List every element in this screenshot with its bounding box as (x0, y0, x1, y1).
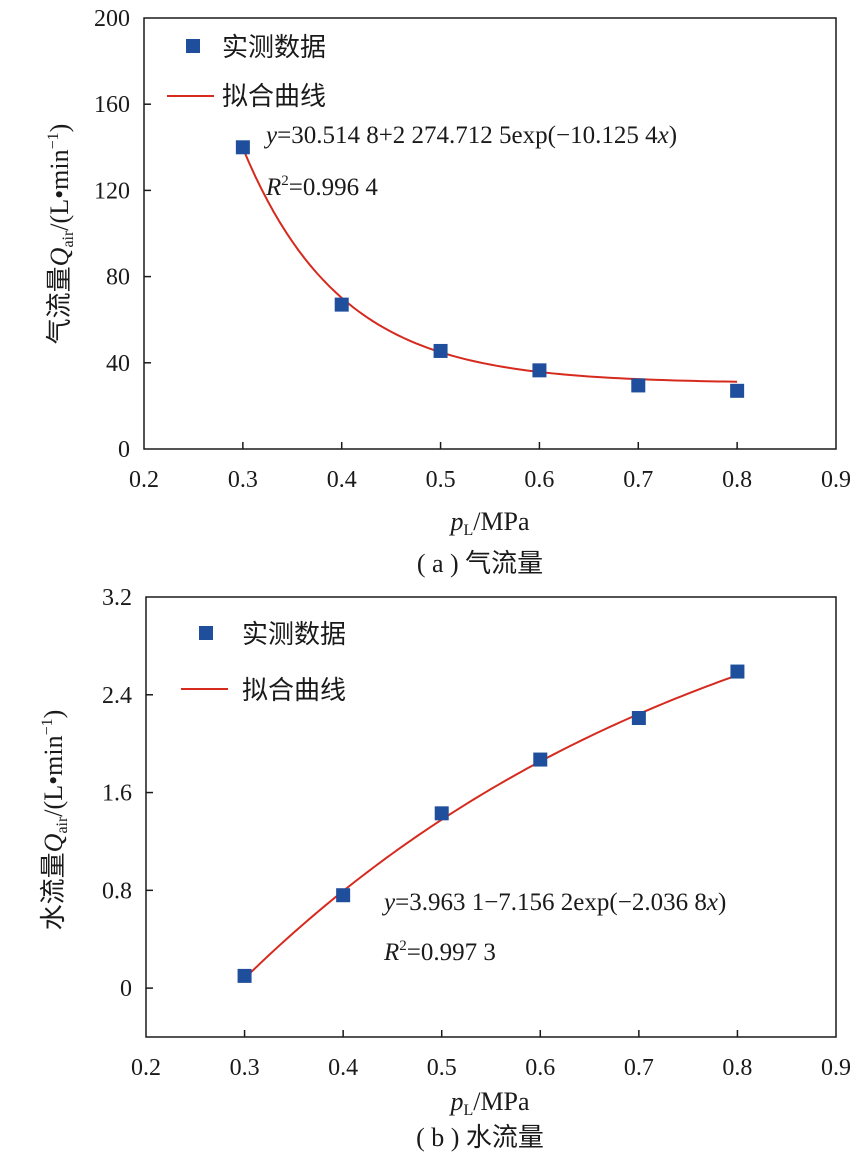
x-tick-label-a: 0.4 (327, 467, 357, 493)
data-point-a (631, 378, 646, 393)
fit-curve-a (241, 147, 738, 383)
tick-marks-a (144, 103, 738, 449)
legend-label-scatter-a: 实测数据 (222, 33, 326, 63)
legend-label-scatter-b: 实测数据 (242, 620, 346, 650)
x-tick-labels-b: 0.2 0.3 0.4 0.5 0.6 0.7 0.8 0.9 (131, 1055, 851, 1081)
data-point-a (334, 297, 349, 312)
data-point-b (533, 752, 548, 767)
x-tick-label-b: 0.4 (328, 1055, 358, 1081)
r-squared-b: R2=0.997 3 (383, 938, 496, 966)
r-squared-a: R2=0.996 4 (265, 173, 378, 201)
x-tick-label-b: 0.6 (525, 1055, 555, 1081)
y-tick-label-b: 0 (120, 976, 132, 1002)
caption-a: ( a ) 气流量 (417, 549, 543, 578)
x-axis-label-a: pL/MPa (448, 507, 530, 539)
data-point-b (730, 664, 745, 679)
y-tick-label-b: 3.2 (102, 585, 132, 611)
y-tick-label-a: 80 (106, 265, 130, 291)
fit-equation-a: y=30.514 8+2 274.712 5exp(−10.125 4x) (263, 122, 677, 149)
fit-equation-b: y=3.963 1−7.156 2exp(−2.036 8x) (381, 889, 726, 916)
chart-water-flow: 0.2 0.3 0.4 0.5 0.6 0.7 0.8 0.9 0 0.8 1.6 2.4 3.2 实… (39, 585, 851, 1152)
data-point-a (235, 140, 250, 155)
caption-b: ( b ) 水流量 (416, 1123, 544, 1152)
y-tick-labels-a: 0 40 80 120 160 200 (94, 6, 130, 463)
y-tick-label-a: 40 (106, 351, 130, 377)
x-tick-label-a: 0.3 (228, 467, 258, 493)
x-tick-label-b: 0.7 (624, 1055, 654, 1081)
y-tick-label-a: 160 (94, 92, 130, 118)
data-points-a (235, 140, 745, 398)
y-tick-label-b: 1.6 (102, 781, 132, 807)
data-point-b (434, 806, 449, 821)
x-tick-label-b: 0.5 (427, 1055, 457, 1081)
y-tick-label-b: 0.8 (102, 878, 132, 904)
x-tick-label-a: 0.6 (524, 467, 554, 493)
y-tick-label-a: 0 (118, 437, 130, 463)
data-points-b (237, 664, 745, 983)
data-point-b (631, 711, 646, 725)
x-tick-label-b: 0.2 (131, 1055, 161, 1081)
data-point-b (237, 968, 252, 983)
y-tick-label-a: 120 (94, 178, 130, 204)
x-tick-label-a: 0.5 (426, 467, 456, 493)
x-axis-label-b: pL/MPa (448, 1087, 530, 1119)
legend-marker-scatter-b (199, 626, 213, 640)
tick-marks-b (146, 694, 739, 1037)
legend-label-line-b: 拟合曲线 (242, 676, 346, 706)
chart-gas-flow: 0.2 0.3 0.4 0.5 0.6 0.7 0.8 0.9 04080120160200 … (45, 6, 851, 578)
x-tick-label-b: 0.8 (722, 1055, 752, 1081)
y-tick-label-a: 200 (94, 6, 130, 32)
x-tick-label-a: 0.2 (129, 467, 159, 493)
legend-b: 实测数据 拟合曲线 (181, 620, 346, 706)
x-tick-label-b: 0.9 (821, 1055, 851, 1081)
legend-marker-scatter-a (186, 39, 200, 53)
data-point-a (433, 343, 448, 358)
y-axis-label-b: 水流量Qair/(L•min−1) (39, 710, 71, 931)
plot-frame-a (143, 17, 837, 450)
x-tick-label-a: 0.8 (722, 467, 752, 493)
x-tick-labels-a: 0.2 0.3 0.4 0.5 0.6 0.7 0.8 0.9 (129, 467, 851, 493)
y-tick-labels-b: 0 0.8 1.6 2.4 3.2 (102, 585, 132, 1002)
y-tick-label-b: 2.4 (102, 683, 132, 709)
x-tick-label-b: 0.3 (230, 1055, 260, 1081)
legend-a: 实测数据 拟合曲线 (167, 33, 326, 112)
plot-frame-b (145, 596, 837, 1038)
data-point-a (730, 383, 745, 398)
x-tick-label-a: 0.9 (821, 467, 851, 493)
legend-label-line-a: 拟合曲线 (222, 82, 326, 112)
data-point-b (336, 888, 351, 903)
y-axis-label-a: 气流量Qair/(L•min−1) (45, 124, 77, 345)
x-tick-label-a: 0.7 (623, 467, 653, 493)
data-point-a (532, 363, 547, 378)
fit-curve-b (243, 674, 738, 980)
